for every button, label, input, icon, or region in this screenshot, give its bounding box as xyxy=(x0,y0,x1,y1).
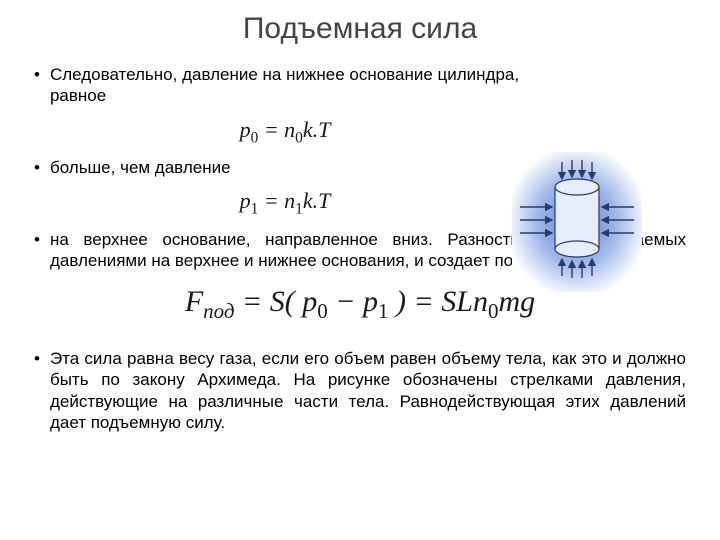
bullet-4-text: Эта сила равна весу газа, если его объем… xyxy=(50,348,686,433)
bullet-2: • больше, чем давление xyxy=(34,157,536,178)
bullet-1: • Следовательно, давление на нижнее осно… xyxy=(34,64,536,107)
bullet-dot: • xyxy=(34,157,40,178)
bullet-2-text: больше, чем давление xyxy=(50,157,536,178)
formula-p1: p1 = n1k.T xyxy=(34,188,536,218)
bullet-dot: • xyxy=(34,64,40,85)
bullet-dot: • xyxy=(34,348,40,369)
page-title: Подъемная сила xyxy=(34,12,686,46)
bullet-1-text: Следовательно, давление на нижнее основа… xyxy=(50,64,536,107)
formula-p0: p0 = n0k.T xyxy=(34,117,536,147)
cylinder-diagram xyxy=(512,152,642,292)
bullet-4: • Эта сила равна весу газа, если его объ… xyxy=(34,348,686,433)
bullet-dot: • xyxy=(34,229,40,250)
